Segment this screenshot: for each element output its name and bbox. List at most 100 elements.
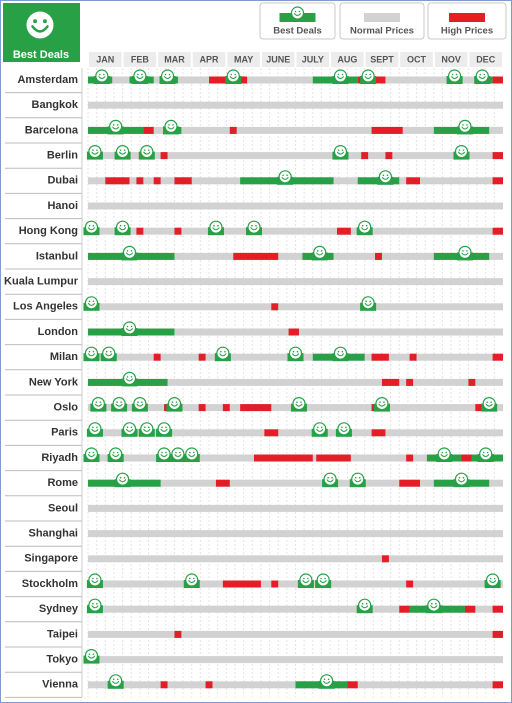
smiley-eye — [99, 73, 101, 76]
deal-smiley — [84, 447, 99, 461]
smiley-mouth — [489, 580, 497, 584]
high-segment — [160, 681, 168, 689]
smiley-eye — [171, 401, 174, 403]
smiley-mouth — [482, 454, 490, 458]
high-segment — [222, 580, 261, 588]
city-label: Taipei — [47, 628, 78, 640]
smiley-mouth — [458, 151, 465, 155]
smiley-face — [157, 447, 171, 461]
deal-smiley — [84, 220, 99, 234]
deal-smiley — [88, 598, 102, 612]
smiley-mouth — [98, 76, 106, 80]
smiley-eye — [386, 174, 389, 177]
deal-smiley — [337, 422, 351, 436]
deal-marker — [121, 371, 138, 387]
deal-marker — [456, 245, 473, 261]
high-segment — [222, 404, 230, 412]
smiley-mouth — [319, 580, 327, 584]
high-segment — [492, 605, 503, 613]
smiley-eye — [161, 451, 163, 454]
smiley-mouth — [364, 76, 372, 80]
month-cell — [158, 52, 191, 67]
smiley-eye — [320, 250, 323, 252]
deal-marker — [86, 598, 103, 614]
smiley-eye — [92, 149, 94, 151]
smiley-face — [157, 422, 171, 436]
smiley-eye — [462, 149, 465, 151]
deal-marker — [315, 573, 332, 588]
smiley-eye — [33, 19, 37, 24]
smiley-eye — [126, 376, 129, 378]
smiley-eye — [95, 401, 98, 403]
smiley-face — [209, 220, 223, 234]
city-label: Kuala Lumpur — [4, 276, 79, 288]
smiley-face — [91, 397, 105, 411]
high-segment — [375, 76, 386, 84]
deal-smiley — [112, 397, 126, 411]
high-segment — [215, 479, 230, 487]
high-segment — [464, 605, 476, 613]
smiley-face — [115, 472, 130, 486]
city-label: New York — [29, 376, 79, 388]
smiley-face — [122, 245, 137, 259]
month-cell — [400, 52, 433, 67]
smiley-face — [109, 447, 123, 461]
deal-marker — [121, 321, 138, 336]
smiley-eye — [255, 224, 257, 227]
deal-smiley — [358, 220, 372, 234]
smiley-mouth — [316, 252, 324, 256]
deal-marker — [484, 573, 501, 588]
high-segment — [254, 454, 313, 462]
deal-smiley — [278, 170, 292, 184]
smiley-eye — [175, 401, 178, 403]
smiley-eye — [123, 149, 126, 151]
normal-track — [88, 530, 503, 538]
smiley-face — [378, 170, 393, 184]
high-segment — [406, 580, 414, 588]
high-segment — [174, 177, 192, 185]
deal-marker — [100, 346, 117, 362]
high-segment — [492, 681, 503, 689]
smiley-eye — [458, 476, 461, 479]
smiley-mouth — [112, 680, 120, 684]
high-segment — [271, 303, 279, 311]
deal-marker — [166, 397, 183, 412]
smiley-mouth — [451, 76, 459, 80]
deal-marker — [207, 220, 224, 236]
deal-smiley — [88, 145, 102, 159]
smiley-eye — [120, 401, 122, 403]
smiley-eye — [88, 300, 91, 303]
normal-track — [88, 378, 503, 386]
deal-smiley — [458, 245, 472, 259]
smiley-eye — [88, 451, 91, 454]
smiley-eye — [130, 376, 133, 378]
deal-smiley — [351, 472, 365, 486]
normal-track — [88, 227, 503, 235]
smiley-face — [167, 397, 182, 411]
legend-label: Best Deals — [273, 26, 322, 37]
smiley-face — [171, 447, 185, 461]
high-segment — [409, 353, 417, 361]
smiley-face — [479, 447, 493, 461]
smiley-eye — [458, 149, 461, 151]
normal-track — [88, 278, 503, 286]
smiley-eye — [307, 577, 309, 580]
normal-track — [88, 479, 503, 487]
deal-smiley — [160, 69, 175, 83]
smiley-face — [115, 145, 130, 159]
deal-smiley — [95, 69, 109, 83]
deal-marker — [83, 648, 100, 664]
smiley-face — [320, 674, 334, 688]
smiley-mouth — [87, 655, 95, 659]
smiley-face — [447, 69, 462, 83]
high-segment — [174, 630, 182, 638]
month-label: JUNE — [266, 54, 290, 64]
deal-marker — [335, 422, 352, 437]
deal-smiley — [140, 145, 154, 159]
smiley-eye — [300, 401, 302, 403]
legend-label: High Prices — [441, 26, 493, 37]
city-label: Sydney — [39, 603, 79, 615]
deal-marker — [83, 296, 100, 311]
deal-marker — [121, 422, 138, 437]
smiley-mouth — [126, 378, 133, 382]
